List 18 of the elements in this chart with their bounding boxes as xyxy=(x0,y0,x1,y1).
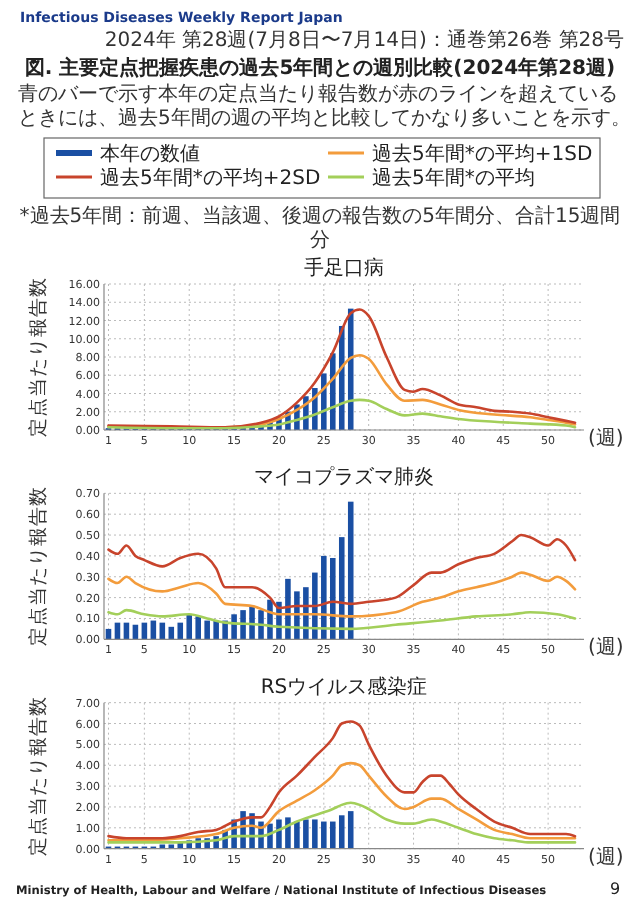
text: 2024年 第28週(7月8日〜7月14日)：通巻第26巻 第28号 xyxy=(104,28,624,52)
legend-label: 過去5年間*の平均+1SD xyxy=(372,142,593,166)
y-axis-title: 定点当たり報告数 xyxy=(26,695,50,856)
legend-label: 本年の数値 xyxy=(100,142,200,166)
text: 青のバーで示す本年の定点当たり報告数が赤のラインを超えているときには、過去5年間の週の平均と比較してかなり多いことを示す。 xyxy=(18,82,631,130)
legend-label: 過去5年間*の平均 xyxy=(372,166,535,190)
x-axis-title: (週) xyxy=(588,428,624,450)
legend-label: 過去5年間*の平均+2SD xyxy=(100,166,321,190)
text: 図. 主要定点把握疾患の過去5年間との週別比較(2024年第28週) xyxy=(24,56,616,80)
chart-title: 手足口病 xyxy=(304,256,384,280)
x-axis-title: (週) xyxy=(588,637,624,660)
x-axis-title: (週) xyxy=(588,846,624,869)
chart-title: マイコプラズマ肺炎 xyxy=(254,465,434,490)
text: *過去5年間：前週、当該週、後週の報告数の5年間分、合計15週間分 xyxy=(19,204,621,252)
y-axis-title: 定点当たり報告数 xyxy=(26,277,50,437)
chart-title: RSウイルス感染症 xyxy=(260,674,428,699)
text: 9 xyxy=(610,880,621,898)
y-axis-title: 定点当たり報告数 xyxy=(26,486,50,647)
